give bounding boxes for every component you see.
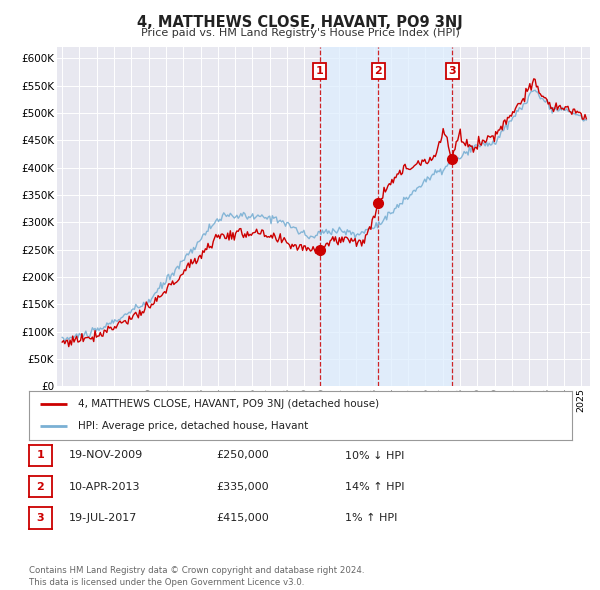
Text: 1: 1 <box>37 451 44 460</box>
Text: Price paid vs. HM Land Registry's House Price Index (HPI): Price paid vs. HM Land Registry's House … <box>140 28 460 38</box>
Text: HPI: Average price, detached house, Havant: HPI: Average price, detached house, Hava… <box>77 421 308 431</box>
Text: 10-APR-2013: 10-APR-2013 <box>69 482 140 491</box>
Text: 4, MATTHEWS CLOSE, HAVANT, PO9 3NJ (detached house): 4, MATTHEWS CLOSE, HAVANT, PO9 3NJ (deta… <box>77 399 379 409</box>
Text: 2: 2 <box>37 482 44 491</box>
Text: 3: 3 <box>448 66 456 76</box>
Text: £415,000: £415,000 <box>216 513 269 523</box>
Text: 10% ↓ HPI: 10% ↓ HPI <box>345 451 404 460</box>
Text: £335,000: £335,000 <box>216 482 269 491</box>
Text: 2: 2 <box>374 66 382 76</box>
Text: 14% ↑ HPI: 14% ↑ HPI <box>345 482 404 491</box>
Text: 3: 3 <box>37 513 44 523</box>
Bar <box>320 47 452 386</box>
Text: Contains HM Land Registry data © Crown copyright and database right 2024.
This d: Contains HM Land Registry data © Crown c… <box>29 566 364 587</box>
Text: 4, MATTHEWS CLOSE, HAVANT, PO9 3NJ: 4, MATTHEWS CLOSE, HAVANT, PO9 3NJ <box>137 15 463 30</box>
Text: 19-NOV-2009: 19-NOV-2009 <box>69 451 143 460</box>
Text: £250,000: £250,000 <box>216 451 269 460</box>
Text: 19-JUL-2017: 19-JUL-2017 <box>69 513 137 523</box>
Text: 1: 1 <box>316 66 323 76</box>
Text: 1% ↑ HPI: 1% ↑ HPI <box>345 513 397 523</box>
